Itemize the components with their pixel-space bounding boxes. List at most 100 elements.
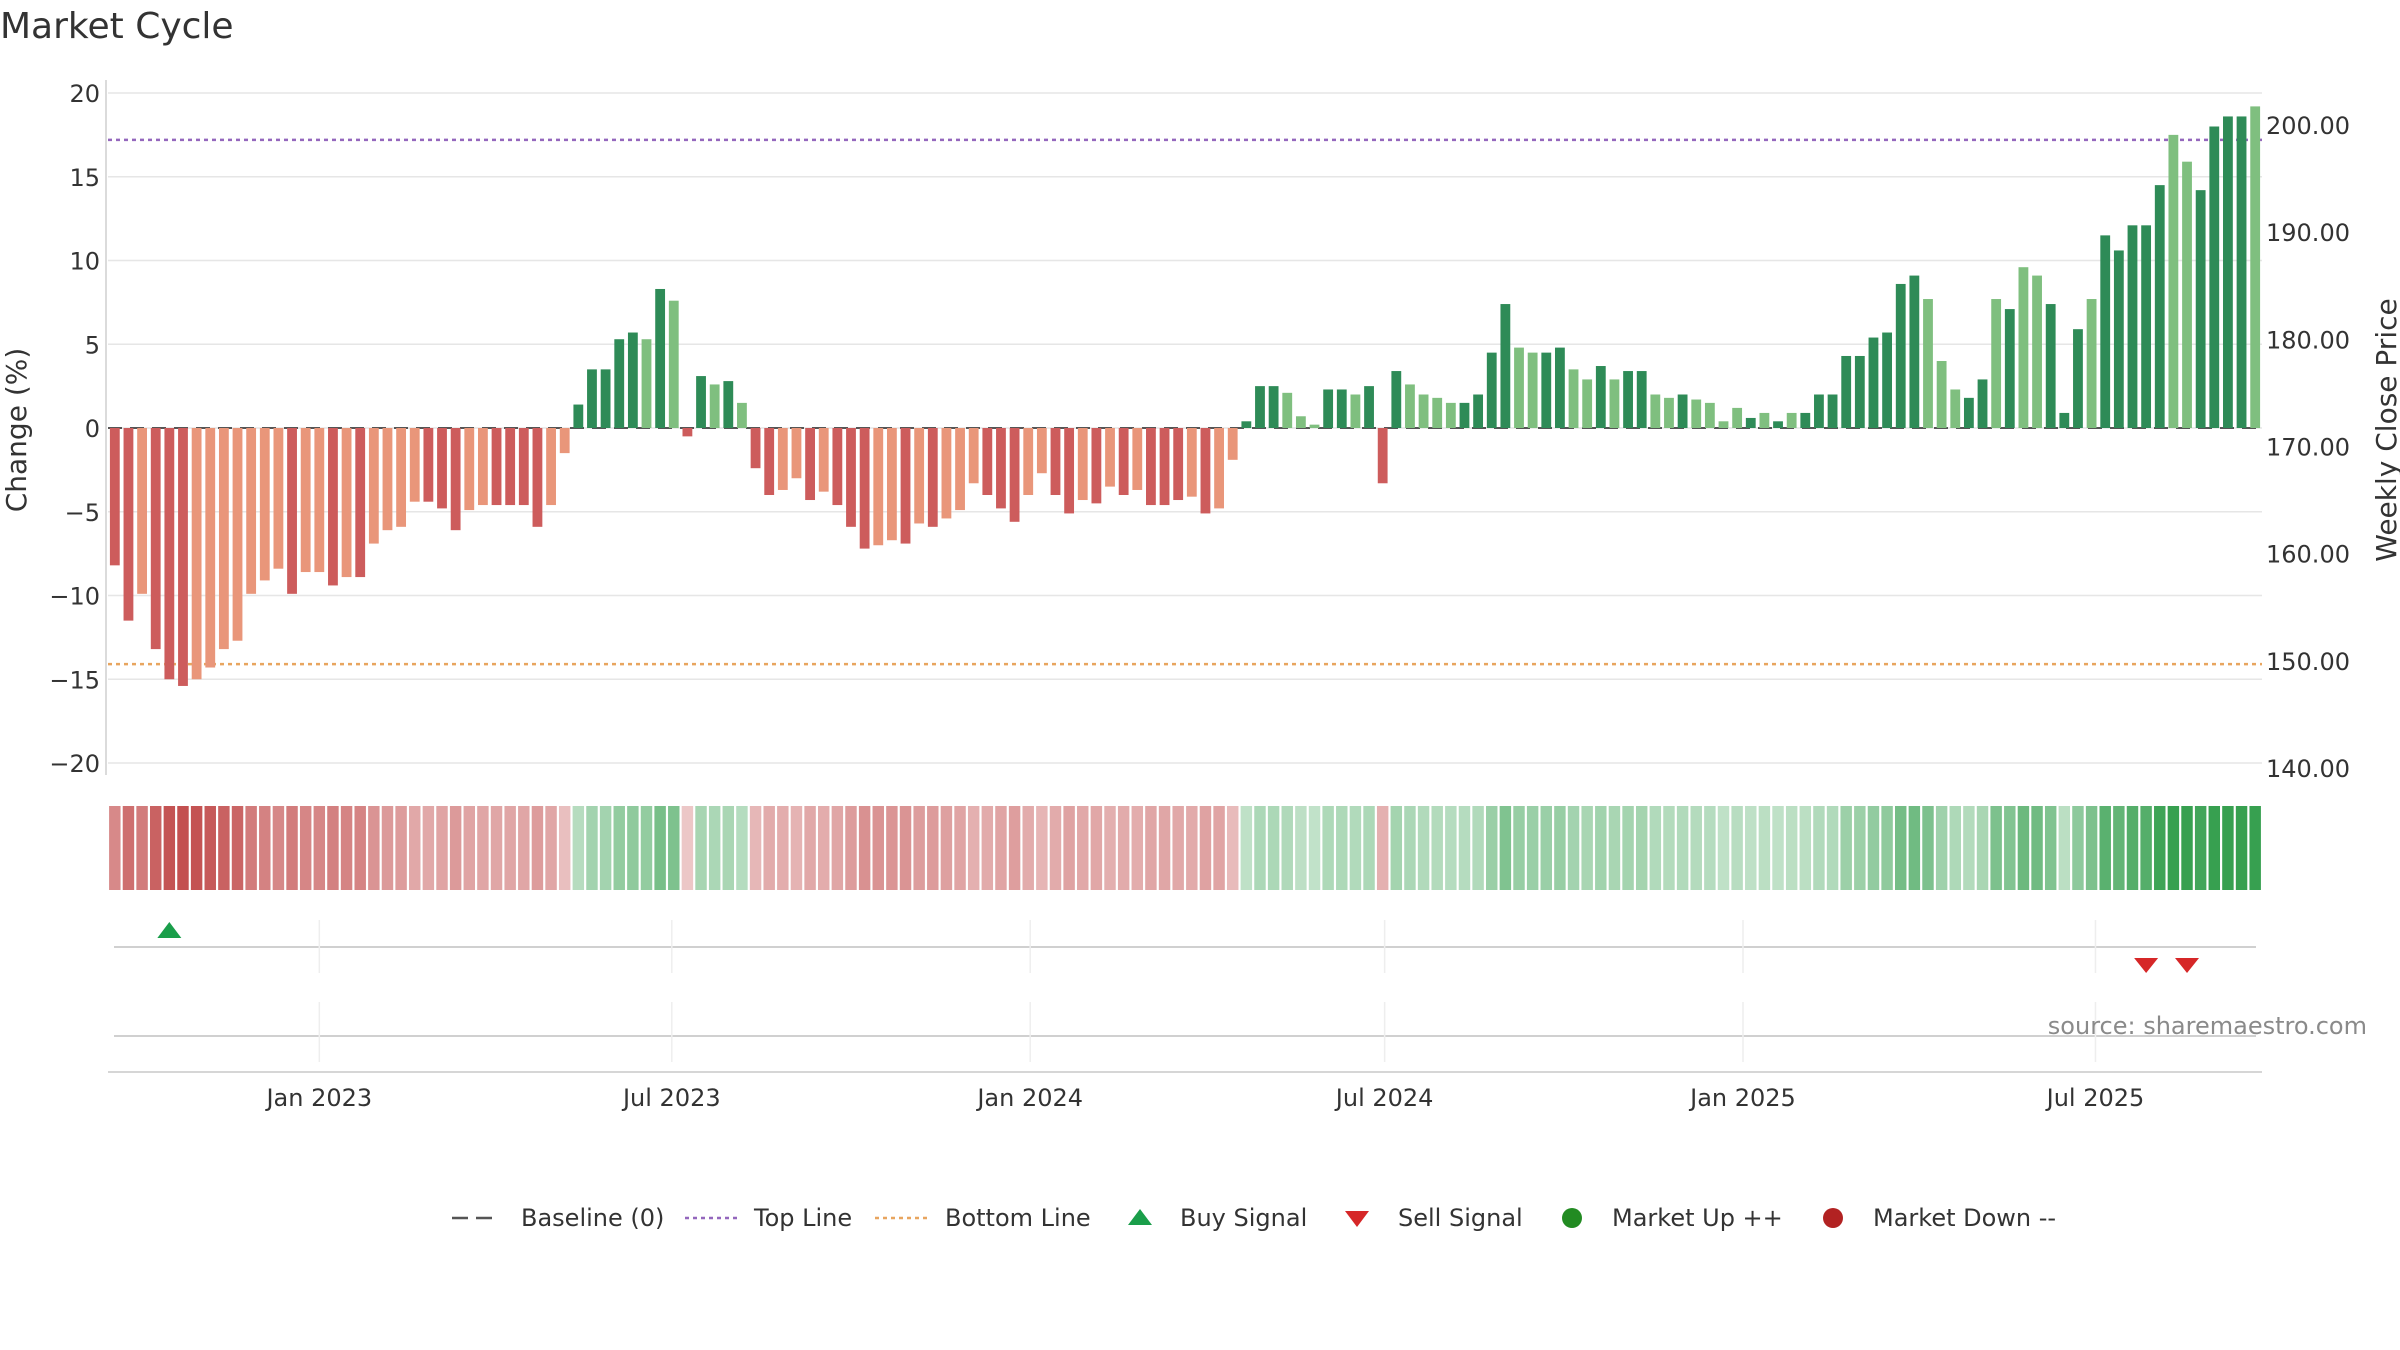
change-bar — [1745, 417, 1756, 428]
legend-item: Buy Signal — [1128, 1204, 1307, 1232]
strength-cell — [1840, 806, 1852, 890]
strength-cell — [940, 806, 953, 890]
change-bar — [2141, 225, 2152, 428]
strength-cell — [1772, 806, 1784, 890]
strength-cell — [1799, 806, 1812, 890]
change-bar — [1514, 347, 1524, 428]
change-bar — [1786, 412, 1797, 428]
strength-cell — [518, 806, 530, 890]
strength-cell — [967, 806, 980, 890]
strength-cell — [558, 806, 571, 890]
change-bars — [109, 106, 2261, 686]
y-left-tick-label: −5 — [65, 499, 100, 527]
change-bar — [1595, 366, 1606, 428]
legend-item: Market Up ++ — [1562, 1204, 1783, 1232]
strength-cell — [1281, 806, 1293, 890]
change-bar — [505, 428, 516, 506]
change-bar — [1609, 379, 1620, 428]
strength-cell — [2249, 806, 2261, 890]
strength-cell — [1608, 806, 1621, 890]
strength-cell — [190, 806, 203, 890]
change-bar — [437, 428, 447, 509]
strength-cell — [1240, 806, 1253, 890]
strength-cell — [2044, 806, 2057, 890]
change-bar — [1486, 352, 1497, 428]
change-bar — [1336, 389, 1347, 428]
change-bar — [1527, 352, 1538, 428]
strength-cell — [1581, 806, 1593, 890]
change-bar — [1432, 397, 1443, 428]
y-left-tick-label: −15 — [49, 666, 100, 694]
strength-cell — [899, 806, 912, 890]
strength-cell — [2126, 806, 2139, 890]
strength-cell — [1199, 806, 1212, 890]
change-bar — [2018, 267, 2029, 428]
change-bar — [2223, 116, 2233, 428]
change-bar — [1718, 421, 1729, 428]
x-tick-label: Jan 2025 — [1688, 1084, 1796, 1112]
strength-cell — [2181, 806, 2193, 890]
strength-cell — [1063, 806, 1075, 890]
strength-cell — [1417, 806, 1430, 890]
strength-cell — [777, 806, 789, 890]
x-tick-label: Jul 2023 — [621, 1084, 721, 1112]
strength-cell — [1363, 806, 1375, 890]
change-bar — [1732, 407, 1743, 428]
strength-cell — [1036, 806, 1048, 890]
legend-swatch-market-down — [1823, 1208, 1843, 1228]
strength-cell — [845, 806, 857, 890]
change-bar — [709, 384, 720, 428]
change-bar — [1841, 355, 1852, 428]
change-bar — [1214, 428, 1224, 509]
change-bar — [1146, 428, 1156, 506]
change-bar — [1704, 402, 1715, 428]
strength-cell — [204, 806, 216, 890]
legend-label: Top Line — [753, 1204, 852, 1232]
strength-cell — [790, 806, 803, 890]
strength-cell — [2194, 806, 2207, 890]
change-bar — [368, 428, 379, 544]
change-bar — [600, 369, 611, 428]
change-bar — [273, 428, 284, 569]
strength-cell — [1404, 806, 1416, 890]
strength-cell — [804, 806, 816, 890]
y-right-tick-label: 150.00 — [2266, 648, 2350, 676]
strength-cell — [1308, 806, 1321, 890]
strength-cell — [2085, 806, 2098, 890]
strength-cell — [981, 806, 994, 890]
change-bar — [1582, 379, 1593, 428]
strength-cell — [449, 806, 462, 890]
change-bar — [300, 428, 311, 573]
change-bar — [737, 402, 747, 428]
change-bar — [1950, 389, 1961, 428]
change-bar — [477, 428, 488, 506]
strength-cell — [2167, 806, 2180, 890]
legend-label: Market Up ++ — [1612, 1204, 1783, 1232]
strength-cell — [572, 806, 585, 890]
x-tick-label: Jul 2025 — [2045, 1084, 2145, 1112]
legend-label: Bottom Line — [945, 1204, 1091, 1232]
strength-cell — [1717, 806, 1730, 890]
strength-cell — [749, 806, 762, 890]
strength-cell — [368, 806, 380, 890]
change-bar — [1636, 371, 1647, 428]
change-bar — [205, 428, 216, 668]
y-left-tick-label: −10 — [49, 583, 100, 611]
change-bar — [846, 428, 856, 527]
change-bar — [2004, 309, 2015, 428]
strength-cell — [1104, 806, 1116, 890]
change-bar — [1118, 428, 1129, 495]
change-bar — [1295, 416, 1306, 428]
strength-cell — [1145, 806, 1157, 890]
y-right-tick-label: 140.00 — [2266, 755, 2350, 783]
change-bar — [464, 428, 475, 511]
strength-cell — [2004, 806, 2016, 890]
change-bar — [982, 428, 993, 495]
change-bar — [1391, 371, 1402, 428]
strength-cell — [149, 806, 162, 890]
strength-cell — [1595, 806, 1607, 890]
change-bar — [259, 428, 270, 581]
y-left-tick-label: 15 — [69, 164, 100, 192]
x-axis-ticks: Jan 2023 Jul 2023 Jan 2024 Jul 2024 Jan 2025… — [264, 1084, 2144, 1112]
